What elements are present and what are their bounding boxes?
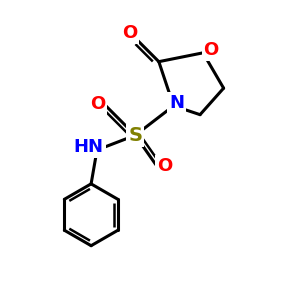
- Text: HN: HN: [74, 138, 104, 156]
- Text: O: O: [122, 24, 138, 42]
- Text: O: O: [90, 95, 105, 113]
- Text: O: O: [157, 157, 172, 175]
- Text: S: S: [128, 126, 142, 145]
- Text: O: O: [204, 41, 219, 59]
- Text: N: N: [169, 94, 184, 112]
